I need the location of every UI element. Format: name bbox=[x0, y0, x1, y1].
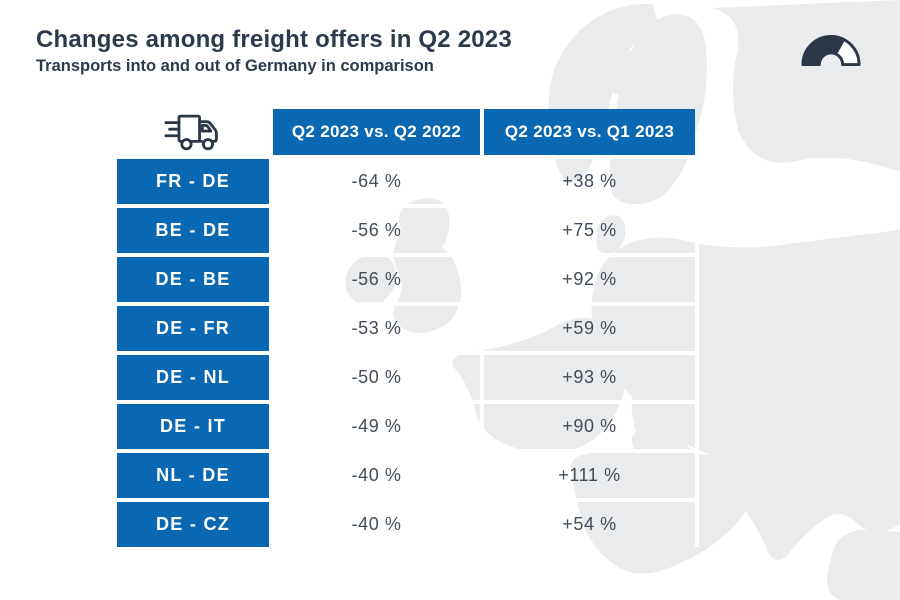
route-cell: DE - BE bbox=[117, 257, 273, 306]
column-header-qoq: Q2 2023 vs. Q1 2023 bbox=[484, 109, 695, 159]
route-cell: NL - DE bbox=[117, 453, 273, 502]
value-yoy: -64 % bbox=[273, 159, 484, 208]
value-yoy: -56 % bbox=[273, 208, 484, 257]
gauge-icon bbox=[801, 34, 861, 66]
route-cell: BE - DE bbox=[117, 208, 273, 257]
value-yoy: -40 % bbox=[273, 453, 484, 502]
value-yoy: -40 % bbox=[273, 502, 484, 547]
freight-table: Q2 2023 vs. Q2 2022 Q2 2023 vs. Q1 2023 … bbox=[117, 109, 699, 547]
value-qoq: +38 % bbox=[484, 159, 699, 208]
value-yoy: -53 % bbox=[273, 306, 484, 355]
value-qoq: +75 % bbox=[484, 208, 699, 257]
truck-icon bbox=[164, 114, 218, 151]
value-qoq: +90 % bbox=[484, 404, 699, 453]
value-qoq: +59 % bbox=[484, 306, 699, 355]
title-block: Changes among freight offers in Q2 2023 … bbox=[36, 26, 512, 76]
value-yoy: -50 % bbox=[273, 355, 484, 404]
truck-icon-cell bbox=[117, 109, 273, 159]
column-header-yoy: Q2 2023 vs. Q2 2022 bbox=[273, 109, 484, 159]
europe-map bbox=[345, 0, 900, 600]
value-yoy: -49 % bbox=[273, 404, 484, 453]
value-qoq: +111 % bbox=[484, 453, 699, 502]
value-qoq: +93 % bbox=[484, 355, 699, 404]
route-cell: DE - FR bbox=[117, 306, 273, 355]
value-qoq: +54 % bbox=[484, 502, 699, 547]
route-cell: DE - CZ bbox=[117, 502, 273, 547]
value-qoq: +92 % bbox=[484, 257, 699, 306]
route-cell: DE - NL bbox=[117, 355, 273, 404]
value-yoy: -56 % bbox=[273, 257, 484, 306]
page-subtitle: Transports into and out of Germany in co… bbox=[36, 56, 434, 75]
route-cell: FR - DE bbox=[117, 159, 273, 208]
route-cell: DE - IT bbox=[117, 404, 273, 453]
page-title: Changes among freight offers in Q2 2023 bbox=[36, 26, 512, 53]
